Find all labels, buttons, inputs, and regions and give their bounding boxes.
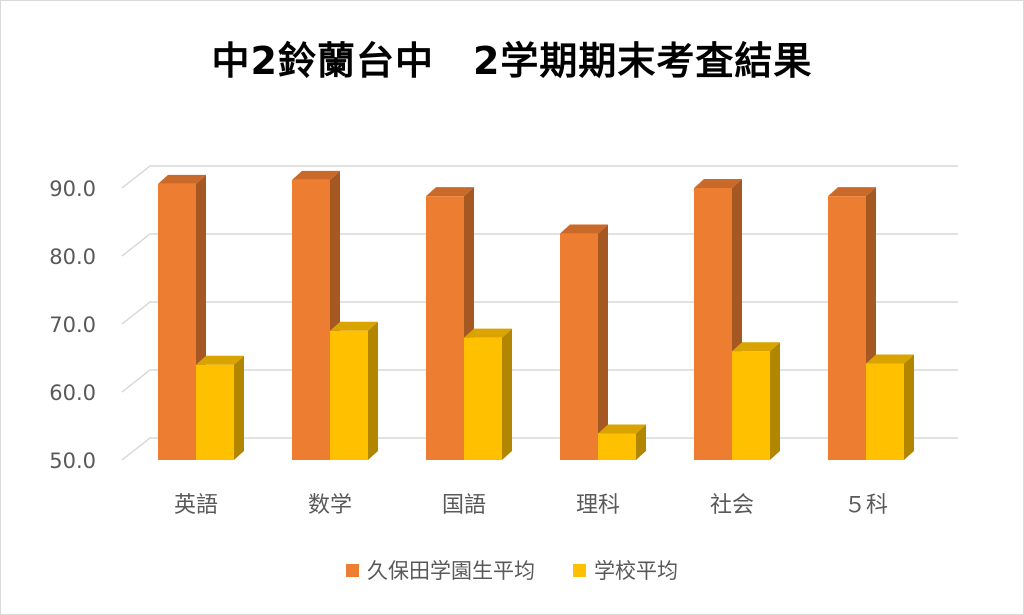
x-tick-label: 数学: [308, 493, 352, 518]
gridline: [121, 369, 958, 393]
legend-item-series-1: 久保田学園生平均: [346, 555, 535, 585]
bar-series-2: [598, 424, 646, 460]
bar-series-1: [828, 187, 876, 460]
bar-series-1: [292, 170, 340, 460]
chart-title: 中2鈴蘭台中 2学期期末考査結果: [211, 39, 813, 83]
bar-series-2: [196, 355, 244, 460]
gridline: [121, 437, 958, 461]
x-tick-label: 理科: [576, 493, 620, 518]
bar-series-2: [732, 342, 780, 460]
chart-legend: 久保田学園生平均 学校平均: [0, 555, 1024, 585]
x-tick-label: 英語: [174, 493, 218, 518]
legend-label-series-1: 久保田学園生平均: [367, 559, 535, 583]
y-tick-label: 60.0: [49, 381, 96, 405]
legend-swatch-series-2: [573, 563, 586, 577]
bar-series-2: [866, 354, 914, 460]
x-tick-label: 社会: [710, 493, 754, 518]
x-tick-label: 国語: [442, 493, 486, 518]
legend-item-series-2: 学校平均: [573, 555, 678, 585]
bar-series-1: [560, 224, 608, 460]
y-tick-label: 50.0: [49, 449, 96, 473]
x-tick-label: ５科: [844, 493, 888, 518]
gridline: [121, 233, 958, 257]
y-tick-label: 70.0: [49, 313, 96, 337]
gridline: [121, 165, 958, 189]
legend-swatch-series-1: [346, 563, 359, 577]
y-tick-label: 80.0: [49, 245, 96, 269]
gridline: [121, 301, 958, 325]
legend-label-series-2: 学校平均: [594, 559, 678, 583]
bar-series-1: [426, 187, 474, 460]
bar-series-2: [464, 328, 512, 460]
bar-series-2: [330, 321, 378, 460]
y-tick-label: 90.0: [49, 177, 96, 201]
